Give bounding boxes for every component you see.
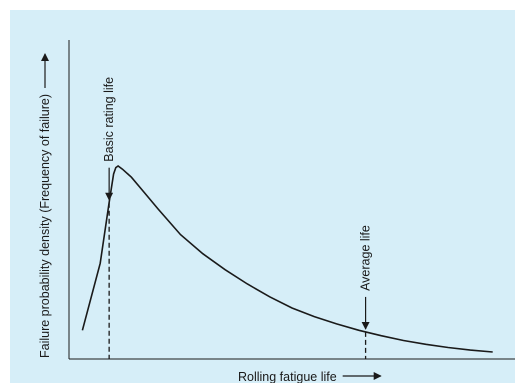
chart-panel: Rolling fatigue life Failure probability … <box>10 10 515 383</box>
x-axis-label: Rolling fatigue life <box>238 370 337 383</box>
basic-rating-life-label: Basic rating life <box>102 77 116 162</box>
failure-density-curve <box>81 165 493 353</box>
chart-canvas: Rolling fatigue life Failure probability … <box>38 40 515 383</box>
average-life-label: Average life <box>359 225 373 291</box>
y-axis-label: Failure probability density (Frequency o… <box>38 94 52 358</box>
